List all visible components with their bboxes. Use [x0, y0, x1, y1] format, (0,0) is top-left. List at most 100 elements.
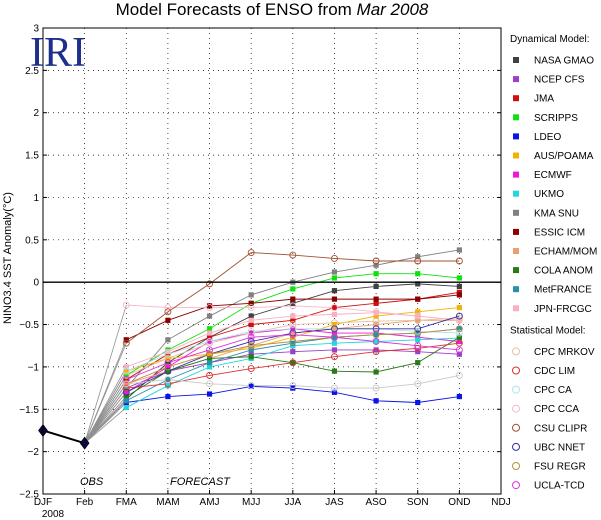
data-point-square: [248, 292, 254, 298]
data-point-square: [415, 296, 421, 302]
obs-to-forecast-connector: [84, 383, 127, 444]
data-point-square: [206, 330, 213, 336]
data-point-square: [123, 377, 129, 383]
data-point-square: [248, 347, 254, 353]
data-point-square: [331, 311, 338, 317]
legend-entry: KMA SNU: [534, 208, 579, 219]
data-point-circle: [372, 331, 380, 339]
data-point-square: [206, 355, 213, 362]
data-point-square: [331, 334, 338, 340]
data-point-square: [331, 347, 338, 353]
plot-frame: [42, 27, 502, 495]
data-point-square: [415, 281, 421, 287]
data-point-circle: [289, 302, 297, 310]
data-point-circle: [164, 359, 172, 367]
data-point-square: [290, 334, 296, 340]
observed-line: [42, 429, 85, 445]
legend-marker-square: [513, 190, 519, 197]
data-point-square: [373, 310, 379, 316]
iri-logo: IRI: [30, 30, 86, 76]
data-point-square: [206, 334, 213, 340]
data-point-square: [331, 368, 338, 374]
data-point-circle: [331, 353, 338, 361]
legend-marker-square: [513, 248, 519, 254]
data-point-square: [248, 354, 254, 360]
chart-title-prefix: Model Forecasts of ENSO from: [116, 0, 352, 19]
x-tick-label: JAS: [325, 497, 344, 508]
data-point-square: [123, 368, 129, 374]
legend-heading-statistical: Statistical Model:: [510, 325, 586, 336]
data-point-circle: [331, 325, 338, 333]
data-point-square: [248, 330, 254, 336]
legend-marker-square: [513, 286, 519, 293]
chart-title-date: Mar 2008: [357, 0, 429, 19]
y-tick-label: 0: [33, 278, 39, 289]
data-point-circle: [455, 329, 463, 337]
x-tick-label: NDJ: [491, 497, 510, 508]
obs-to-forecast-connector: [84, 379, 127, 444]
data-point-circle: [164, 308, 172, 316]
legend-heading-dynamical: Dynamical Model:: [510, 34, 589, 45]
data-point-square: [123, 385, 129, 391]
data-point-circle: [289, 331, 297, 339]
data-point-square: [331, 340, 338, 346]
data-point-circle: [122, 371, 130, 379]
data-point-square: [373, 283, 379, 290]
legend-marker-circle: [512, 366, 520, 375]
data-point-square: [248, 313, 254, 319]
y-tick-label: 1: [33, 193, 39, 204]
data-point-square: [123, 404, 129, 411]
legend-entry: ESSIC ICM: [534, 227, 585, 238]
data-point-circle: [372, 338, 380, 345]
obs-to-forecast-connector: [84, 304, 127, 444]
data-point-square: [331, 326, 338, 332]
legend-entry: UCLA-TCD: [534, 481, 585, 492]
legend-marker-circle: [512, 423, 520, 432]
x-tick-label: OND: [448, 497, 470, 508]
y-tick-label: −0.5: [19, 320, 39, 331]
data-point-square: [331, 389, 338, 395]
legend-entry: MetFRANCE: [534, 285, 592, 296]
data-point-square: [290, 385, 296, 391]
observed-point: [79, 436, 90, 450]
data-point-circle: [206, 280, 213, 288]
obs-to-forecast-connector: [84, 396, 127, 444]
data-point-circle: [164, 367, 172, 375]
data-point-square: [165, 377, 171, 383]
data-point-square: [331, 288, 338, 294]
data-point-square: [248, 321, 254, 328]
data-point-square: [456, 351, 462, 357]
data-point-circle: [372, 257, 380, 265]
data-point-square: [165, 317, 171, 323]
data-point-square: [290, 326, 296, 332]
data-point-square: [373, 347, 379, 353]
y-tick-label: −2.5: [19, 490, 39, 501]
y-tick-label: 1.5: [25, 151, 39, 162]
legend-marker-square: [513, 152, 519, 159]
chart-title: Model Forecasts of ENSO from Mar 2008: [116, 0, 429, 19]
data-point-circle: [164, 350, 172, 358]
data-point-square: [373, 313, 379, 319]
data-point-circle: [164, 304, 172, 312]
legend-entry: SCRIPPS: [534, 113, 578, 124]
data-point-square: [165, 360, 171, 366]
y-tick-label: 0.5: [25, 235, 39, 246]
legend-marker-circle: [512, 481, 520, 490]
data-point-square: [373, 398, 379, 404]
data-point-square: [290, 313, 296, 319]
data-point-square: [415, 309, 421, 315]
x-tick-label: Feb: [76, 497, 94, 508]
x-tick-label: AMJ: [200, 497, 220, 508]
data-point-circle: [289, 251, 297, 259]
data-point-circle: [206, 371, 213, 379]
data-point-circle: [455, 257, 463, 265]
data-point-square: [456, 334, 462, 340]
data-point-circle: [247, 365, 255, 373]
series-markers: [38, 247, 463, 450]
legend-entry: UBC NNET: [534, 442, 585, 453]
data-point-circle: [331, 304, 338, 312]
data-point-square: [456, 247, 462, 253]
legend-entry: AUS/POAMA: [534, 151, 594, 162]
obs-annotation: OBS: [80, 476, 104, 488]
legend-entry: ECHAM/MOM: [534, 247, 597, 258]
